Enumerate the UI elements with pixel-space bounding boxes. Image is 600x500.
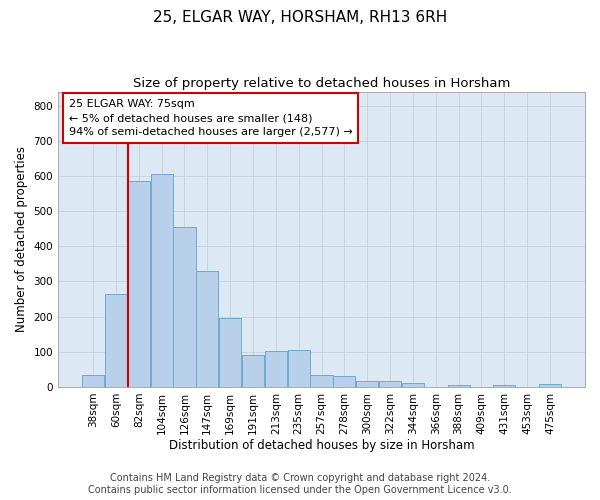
Bar: [287, 350, 310, 387]
Bar: [105, 294, 127, 387]
Bar: [173, 227, 196, 387]
Bar: [151, 174, 173, 387]
Bar: [448, 385, 470, 387]
Y-axis label: Number of detached properties: Number of detached properties: [15, 146, 28, 332]
Bar: [402, 382, 424, 387]
Bar: [379, 381, 401, 387]
Bar: [310, 374, 332, 387]
Bar: [265, 350, 287, 387]
Bar: [128, 182, 150, 387]
Bar: [539, 384, 561, 387]
Bar: [82, 374, 104, 387]
X-axis label: Distribution of detached houses by size in Horsham: Distribution of detached houses by size …: [169, 440, 475, 452]
Bar: [219, 318, 241, 387]
Bar: [356, 381, 378, 387]
Bar: [196, 271, 218, 387]
Text: Contains HM Land Registry data © Crown copyright and database right 2024.
Contai: Contains HM Land Registry data © Crown c…: [88, 474, 512, 495]
Bar: [242, 356, 264, 387]
Bar: [333, 376, 355, 387]
Bar: [493, 385, 515, 387]
Title: Size of property relative to detached houses in Horsham: Size of property relative to detached ho…: [133, 78, 510, 90]
Text: 25 ELGAR WAY: 75sqm
← 5% of detached houses are smaller (148)
94% of semi-detach: 25 ELGAR WAY: 75sqm ← 5% of detached hou…: [68, 99, 352, 137]
Text: 25, ELGAR WAY, HORSHAM, RH13 6RH: 25, ELGAR WAY, HORSHAM, RH13 6RH: [153, 10, 447, 25]
